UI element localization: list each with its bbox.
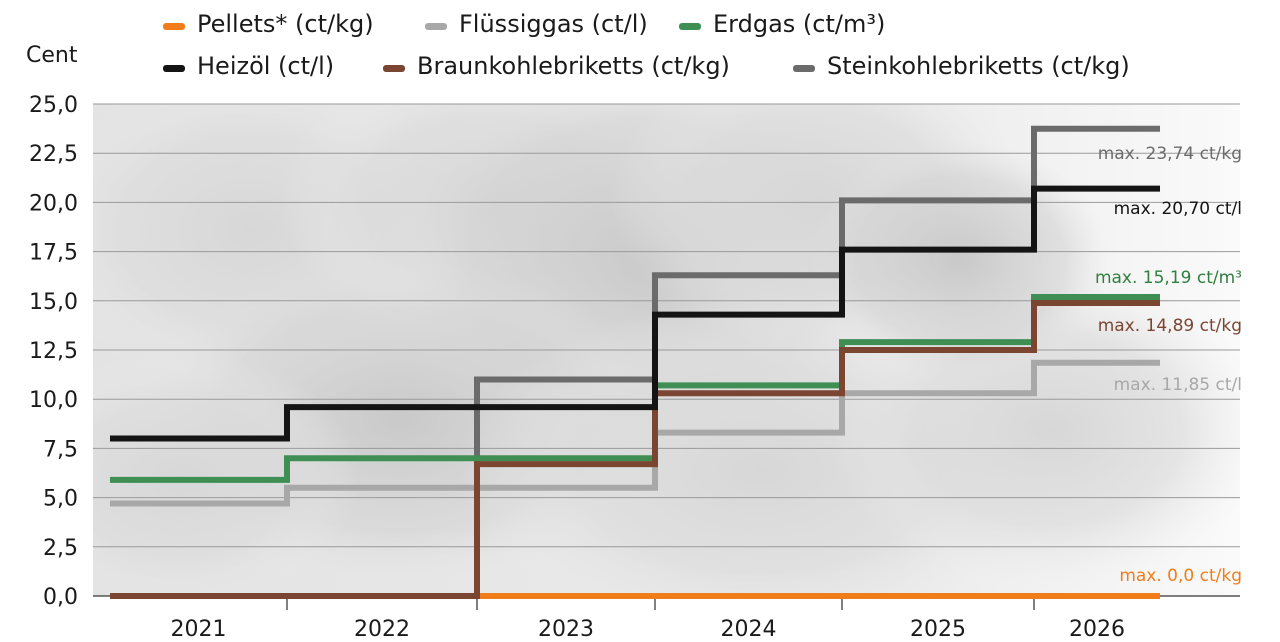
x-tick-label: 2023 — [538, 617, 594, 642]
x-tick-label: 2024 — [721, 617, 777, 642]
series-annotation: max. 15,19 ct/m³ — [1095, 268, 1242, 288]
legend-label: Steinkohlebriketts (ct/kg) — [827, 52, 1130, 80]
y-tick-label: 10,0 — [29, 388, 78, 413]
series-lines — [110, 125, 1160, 599]
series-annotation: max. 20,70 ct/l — [1114, 199, 1242, 219]
y-tick-label: 2,5 — [43, 536, 78, 561]
series-line — [110, 185, 1160, 442]
y-tick-label: 20,0 — [29, 191, 78, 216]
legend-swatch — [425, 23, 447, 30]
legend-label: Braunkohlebriketts (ct/kg) — [417, 52, 730, 80]
y-tick-label: 25,0 — [29, 93, 78, 118]
series-annotation: max. 14,89 ct/kg — [1098, 316, 1242, 336]
y-tick-label: 12,5 — [29, 339, 78, 364]
legend-label: Flüssiggas (ct/l) — [459, 10, 648, 38]
series-annotations: max. 0,0 ct/kg max. 11,85 ct/l max. 15,19 … — [1095, 144, 1242, 586]
y-tick-label: 0,0 — [43, 585, 78, 610]
series-annotation: max. 23,74 ct/kg — [1098, 144, 1242, 164]
x-tick-labels: 2021 2022 2023 2024 2025 2026 — [171, 617, 1126, 642]
series-annotation: max. 11,85 ct/l — [1114, 375, 1242, 395]
legend-swatch — [163, 23, 185, 30]
y-tick-label: 15,0 — [29, 290, 78, 315]
cloud-background-image — [93, 104, 1240, 596]
legend-label: Heizöl (ct/l) — [197, 52, 334, 80]
y-tick-labels: 0,0 2,5 5,0 7,5 10,0 12,5 15,0 17,5 20,0 22,5 25,0 — [29, 93, 78, 610]
legend: Pellets* (ct/kg) Flüssiggas (ct/l) Erdgas … — [163, 10, 1130, 80]
legend-swatch — [383, 65, 405, 72]
x-tick-label: 2026 — [1069, 617, 1125, 642]
y-tick-label: 17,5 — [29, 241, 78, 266]
x-tick-label: 2021 — [171, 617, 227, 642]
series-annotation: max. 0,0 ct/kg — [1119, 566, 1242, 586]
y-tick-label: 7,5 — [43, 437, 78, 462]
y-axis-label: Cent — [26, 43, 78, 68]
legend-swatch — [163, 65, 185, 72]
legend-swatch — [679, 23, 701, 30]
legend-swatch — [793, 65, 815, 72]
y-tick-label: 22,5 — [29, 142, 78, 167]
legend-label: Pellets* (ct/kg) — [197, 10, 374, 38]
legend-label: Erdgas (ct/m³) — [713, 10, 885, 38]
x-tick-label: 2022 — [354, 617, 410, 642]
y-tick-label: 5,0 — [43, 487, 78, 512]
x-tick-label: 2025 — [910, 617, 966, 642]
